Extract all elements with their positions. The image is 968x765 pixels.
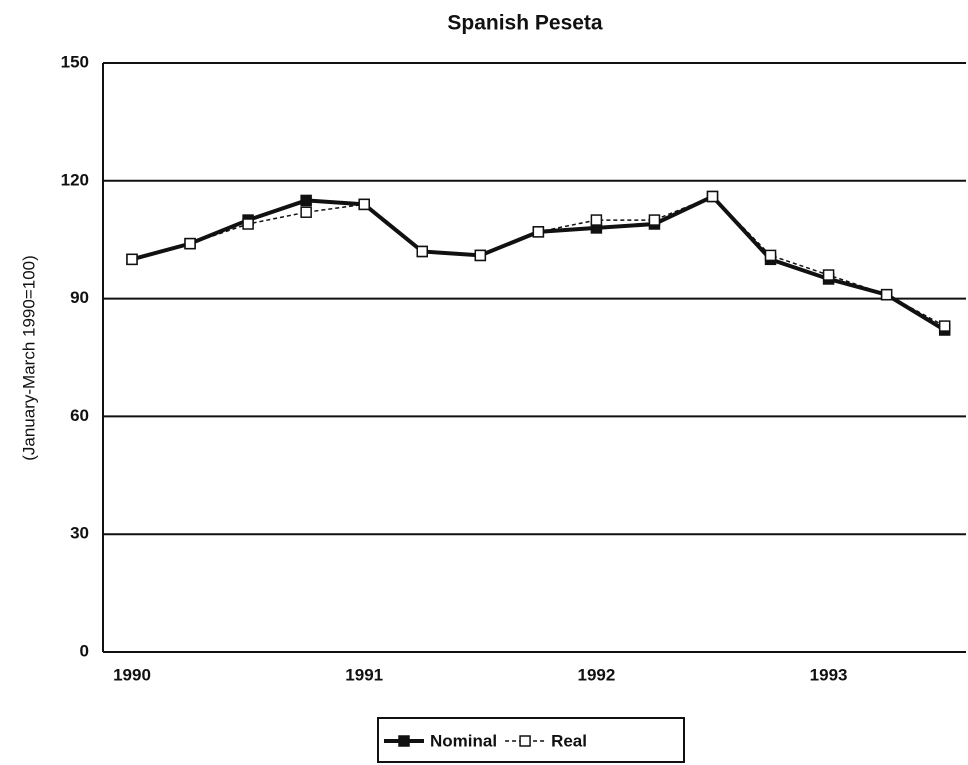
y-tick-label: 90 — [70, 288, 89, 307]
data-point — [648, 214, 661, 226]
legend-marker — [519, 735, 531, 747]
data-point — [880, 288, 893, 301]
data-point — [300, 194, 312, 207]
data-point — [764, 249, 777, 262]
legend-label: Nominal — [430, 731, 497, 750]
data-point — [822, 269, 835, 281]
x-tick-label: 1992 — [577, 665, 615, 684]
data-point — [590, 214, 603, 226]
y-tick-label: 120 — [61, 170, 89, 189]
x-tick-label: 1990 — [113, 665, 151, 684]
data-point — [358, 198, 370, 211]
data-point — [938, 320, 951, 332]
legend-label: Real — [551, 731, 587, 750]
x-tick-label: 1991 — [345, 665, 383, 684]
chart-title: Spanish Peseta — [447, 12, 603, 35]
data-point — [532, 226, 545, 238]
y-axis-label: (January-March 1990=100) — [19, 255, 38, 461]
series-line — [131, 195, 946, 327]
y-tick-label: 60 — [70, 406, 89, 425]
data-point — [474, 249, 487, 262]
y-tick-label: 0 — [80, 641, 89, 660]
y-tick-label: 30 — [70, 524, 89, 543]
legend-box — [377, 717, 685, 763]
data-point — [242, 218, 254, 230]
data-point — [416, 245, 428, 258]
y-tick-label: 150 — [61, 52, 89, 71]
data-point — [706, 190, 719, 203]
data-point — [126, 253, 138, 266]
series-line — [131, 194, 946, 332]
legend-marker — [398, 735, 410, 747]
data-point — [184, 237, 196, 250]
data-point — [300, 206, 312, 218]
x-tick-label: 1993 — [810, 665, 848, 684]
